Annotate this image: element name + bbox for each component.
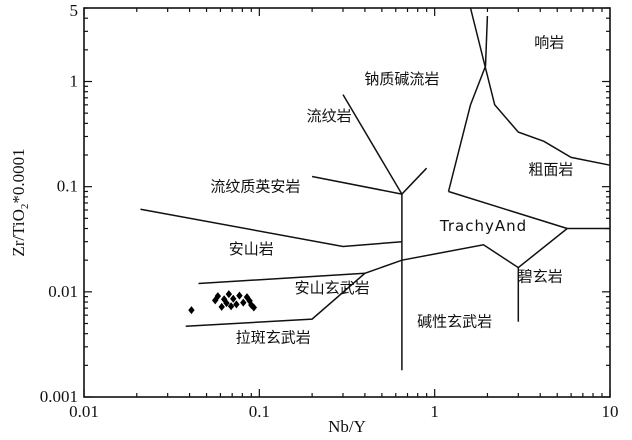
field-boundary-line xyxy=(198,272,365,285)
x-axis-title: Nb/Y xyxy=(328,417,366,436)
field-label: 碱性玄武岩 xyxy=(417,312,492,330)
field-boundary-line xyxy=(140,208,402,248)
field-label: 流纹岩 xyxy=(307,107,352,125)
field-boundary-line xyxy=(469,7,611,166)
data-point xyxy=(230,294,237,303)
x-tick-label: 10 xyxy=(602,402,619,421)
y-tick-label: 0.001 xyxy=(40,387,78,406)
field-label: 安山玄武岩 xyxy=(295,279,370,297)
y-tick-label: 0.01 xyxy=(48,282,78,301)
data-point xyxy=(250,303,258,312)
y-tick-label: 0.1 xyxy=(57,177,78,196)
field-label: 安山岩 xyxy=(229,240,274,258)
data-points xyxy=(188,290,258,315)
data-point xyxy=(248,300,255,309)
data-point xyxy=(236,291,243,300)
data-point xyxy=(227,302,235,311)
field-label: TrachyAnd xyxy=(439,217,527,235)
y-axis-title-subscript: 2 xyxy=(19,204,31,210)
field-boundary-line xyxy=(447,15,489,192)
field-boundaries xyxy=(140,7,611,371)
data-point xyxy=(225,290,233,299)
axis-ticks xyxy=(83,7,611,398)
x-tick-label: 1 xyxy=(430,402,439,421)
data-point xyxy=(233,300,240,309)
field-boundary-line xyxy=(342,94,403,195)
y-tick-label: 5 xyxy=(70,1,79,20)
y-axis-title-rest: *0.0001 xyxy=(9,148,28,203)
field-label: 流纹质英安岩 xyxy=(210,177,300,195)
field-label: 钠质碱流岩 xyxy=(364,70,439,88)
y-axis-title-base: Zr/TiO xyxy=(9,209,28,257)
field-boundary-line xyxy=(185,227,610,328)
data-point xyxy=(240,298,247,307)
field-label: 拉斑玄武岩 xyxy=(236,328,311,346)
field-boundary-line xyxy=(448,190,568,230)
field-label: 粗面岩 xyxy=(528,161,573,179)
field-label: 碧玄岩 xyxy=(518,268,563,286)
x-tick-label: 0.1 xyxy=(249,402,270,421)
y-axis-title: Zr/TiO2*0.0001 xyxy=(9,148,31,256)
y-tick-label: 1 xyxy=(70,72,79,91)
plot-frame xyxy=(83,7,611,398)
data-point xyxy=(214,292,222,301)
field-label: 响岩 xyxy=(534,34,564,52)
data-point xyxy=(223,299,230,308)
data-point xyxy=(188,306,195,315)
data-point xyxy=(218,302,225,311)
field-boundary-line xyxy=(401,167,428,371)
x-tick-label: 0.01 xyxy=(69,402,99,421)
field-boundary-line xyxy=(311,175,403,195)
